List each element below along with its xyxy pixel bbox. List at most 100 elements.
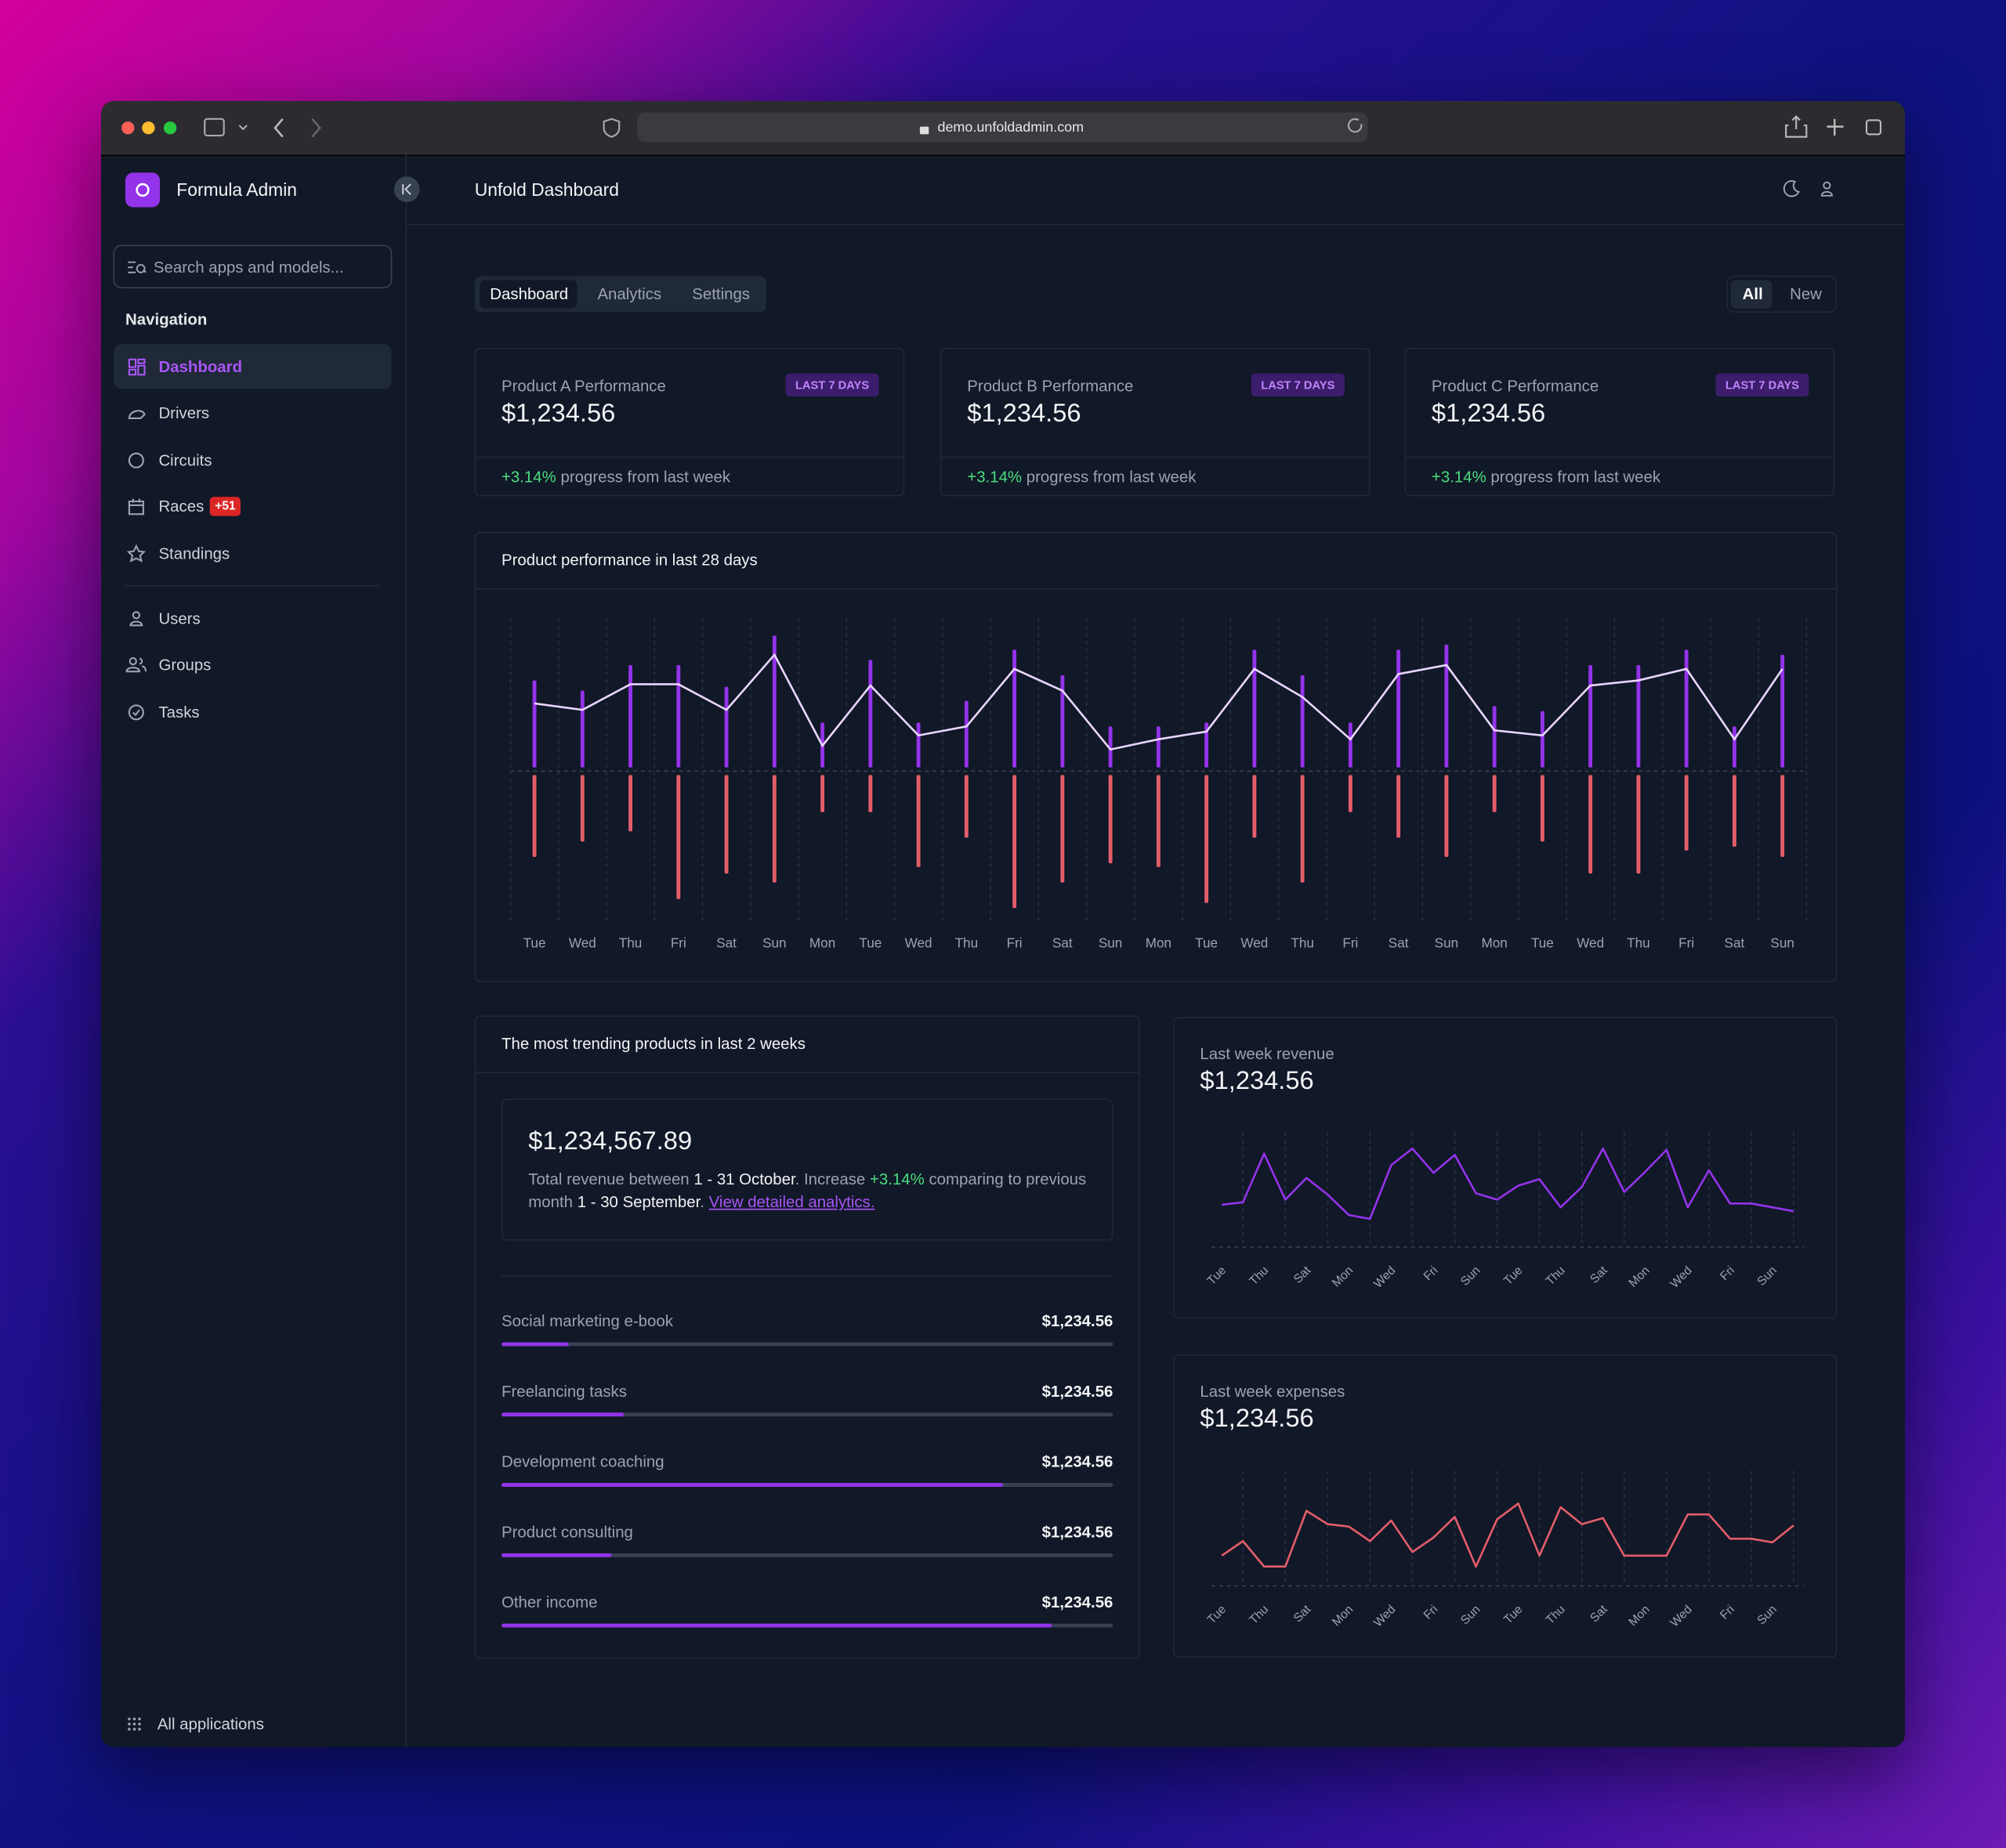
progress-track: [501, 1412, 1113, 1417]
x-tick-label: Mon: [1626, 1264, 1652, 1289]
bar: [628, 664, 633, 768]
desc-text: comparing to previous month: [528, 1170, 1087, 1212]
zoom-button[interactable]: [163, 121, 177, 135]
window: [100, 100, 1906, 1748]
bar: [916, 722, 921, 768]
bar: [1204, 722, 1209, 768]
desc-text: Total revenue between: [528, 1170, 690, 1188]
bar: [1588, 775, 1593, 874]
tab-menu[interactable]: [238, 125, 248, 131]
total-box: [501, 1098, 1113, 1241]
search-icon: [128, 261, 147, 273]
account-button[interactable]: [1823, 181, 1831, 190]
bar: [1540, 775, 1544, 842]
nav-item[interactable]: Circuits: [158, 451, 212, 470]
new-tab-button[interactable]: [1827, 118, 1844, 136]
nav-item[interactable]: Tasks: [158, 703, 200, 721]
item-label: Product consulting: [501, 1523, 633, 1542]
page-title: Unfold Dashboard: [474, 179, 619, 200]
line: [1222, 1147, 1794, 1221]
x-tick-label: Mon: [1330, 1603, 1356, 1629]
bar: [1252, 649, 1257, 768]
theme-toggle[interactable]: [1783, 180, 1800, 197]
bar: [1684, 649, 1689, 768]
bar: [724, 686, 729, 768]
item-value: $1,234.56: [1041, 1312, 1113, 1330]
bar: [1540, 711, 1544, 768]
bar: [1444, 644, 1449, 768]
share-button[interactable]: [1785, 115, 1808, 138]
tab[interactable]: Dashboard: [490, 285, 569, 303]
shield-icon: [603, 118, 621, 138]
url[interactable]: demo.unfoldadmin.com: [937, 120, 1084, 136]
sidebar-toggle[interactable]: [204, 118, 225, 137]
search-placeholder[interactable]: Search apps and models...: [153, 258, 344, 277]
forward-button[interactable]: [311, 118, 321, 138]
desc-period: 1 - 30 September: [577, 1193, 701, 1212]
tab[interactable]: Analytics: [597, 285, 662, 303]
analytics-link[interactable]: View detailed analytics.: [708, 1193, 875, 1212]
minimize-button[interactable]: [142, 121, 155, 135]
nav-item[interactable]: Dashboard: [158, 358, 243, 376]
x-tick-label: Fri: [1421, 1603, 1441, 1622]
groups-icon: [129, 656, 137, 666]
filter[interactable]: All: [1742, 285, 1763, 303]
main-chart-card: [474, 532, 1838, 982]
nav-item[interactable]: Users: [158, 609, 201, 628]
nav-item[interactable]: Races: [158, 497, 205, 515]
tabs-overview[interactable]: [1865, 119, 1882, 136]
groups-icon-body: [125, 657, 147, 673]
x-tick-label: Tue: [1205, 1264, 1229, 1288]
collapse-button[interactable]: [393, 176, 420, 202]
tab[interactable]: Settings: [692, 285, 751, 303]
reload-button[interactable]: [1347, 118, 1363, 133]
bar: [1012, 649, 1017, 768]
x-tick-label: Sat: [1291, 1602, 1314, 1625]
kpi-divider: [940, 456, 1371, 458]
x-tick-label: Tue: [1195, 935, 1218, 950]
url-bar[interactable]: [637, 112, 1368, 143]
all-apps[interactable]: All applications: [157, 1715, 264, 1734]
filter-bar: [1726, 275, 1837, 313]
kpi-value: $1,234.56: [967, 400, 1081, 429]
nav-item[interactable]: Groups: [158, 656, 212, 674]
kpi-divider: [474, 456, 905, 458]
kpi-value: $1,234.56: [501, 400, 616, 429]
back-button[interactable]: [273, 118, 284, 138]
x-tick-label: Sat: [1389, 935, 1409, 950]
kpi-card: [1404, 348, 1835, 497]
close-button[interactable]: [121, 121, 135, 135]
bar: [1348, 775, 1352, 812]
bar: [1684, 775, 1689, 851]
bar: [1396, 775, 1401, 838]
kpi-note: progress from last week: [1026, 468, 1197, 486]
nav-item[interactable]: Standings: [158, 544, 230, 563]
revenue-value: $1,234.56: [1200, 1067, 1314, 1096]
x-tick-label: Fri: [1342, 935, 1358, 950]
kpi-badge: LAST 7 DAYS: [785, 373, 879, 397]
kpi-footer: +3.14% progress from last week: [1432, 468, 1660, 486]
desc-text: . Increase: [795, 1170, 866, 1188]
x-tick-label: Sun: [1458, 1264, 1483, 1289]
tasks-check: [132, 709, 140, 717]
bar: [1300, 675, 1305, 768]
x-tick-label: Sat: [716, 935, 737, 950]
total-value: $1,234,567.89: [528, 1127, 693, 1156]
kpi-badge: LAST 7 DAYS: [1715, 373, 1809, 397]
filter[interactable]: New: [1790, 285, 1822, 303]
revenue-card: [1173, 1016, 1838, 1319]
search-box[interactable]: [113, 244, 393, 289]
x-tick-label: Thu: [1627, 935, 1650, 950]
bar: [1492, 706, 1497, 768]
x-tick-label: Sun: [1770, 935, 1794, 950]
kpi-card: [940, 348, 1371, 497]
active-nav-bg: [114, 344, 392, 389]
bar: [1108, 726, 1113, 768]
bar: [1060, 775, 1065, 883]
kpi-value: $1,234.56: [1431, 400, 1546, 429]
x-tick-label: Thu: [1291, 935, 1314, 950]
nav-item[interactable]: Drivers: [158, 403, 210, 422]
